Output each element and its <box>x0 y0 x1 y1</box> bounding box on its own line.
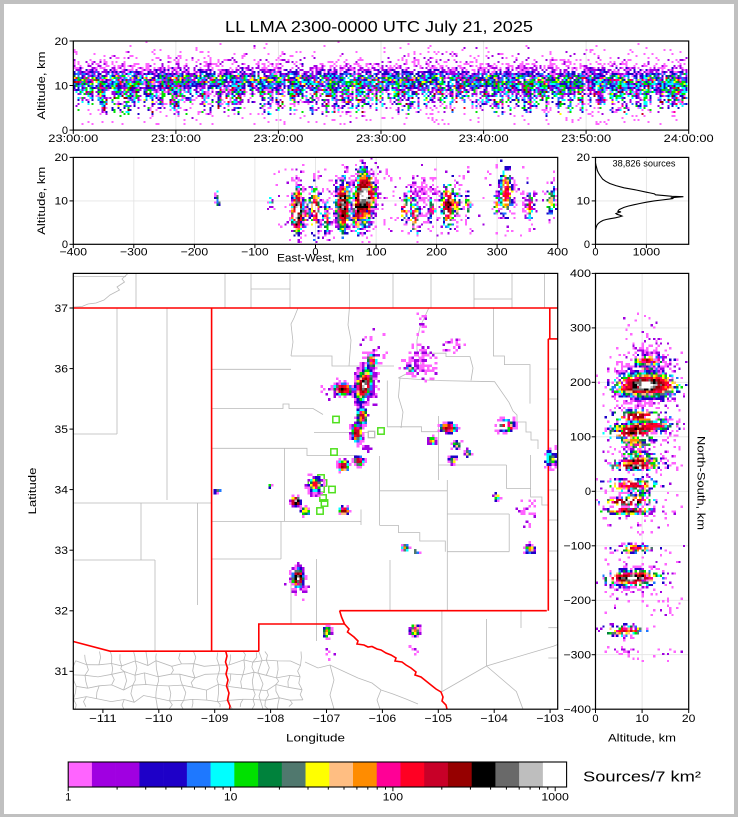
svg-text:20: 20 <box>55 152 69 164</box>
svg-text:34: 34 <box>55 484 69 496</box>
svg-text:−107: −107 <box>313 713 341 725</box>
svg-text:LL LMA 2300-0000 UTC July 21,: LL LMA 2300-0000 UTC July 21, 2025 <box>225 19 533 36</box>
svg-text:−111: −111 <box>89 713 117 725</box>
svg-text:Altitude, km: Altitude, km <box>608 733 676 745</box>
svg-text:20: 20 <box>682 713 696 725</box>
svg-text:−104: −104 <box>480 713 508 725</box>
svg-text:100: 100 <box>383 792 404 804</box>
svg-text:23:10:00: 23:10:00 <box>151 133 201 145</box>
svg-text:23:40:00: 23:40:00 <box>459 133 509 145</box>
svg-text:−400: −400 <box>564 704 592 716</box>
svg-text:North-South, km: North-South, km <box>695 436 707 530</box>
svg-text:−300: −300 <box>120 247 148 259</box>
svg-text:400: 400 <box>570 268 591 280</box>
svg-text:Sources/7 km²: Sources/7 km² <box>583 770 701 786</box>
svg-text:−300: −300 <box>564 650 592 662</box>
svg-text:38,826 sources: 38,826 sources <box>613 159 677 169</box>
svg-text:−110: −110 <box>145 713 173 725</box>
svg-text:23:20:00: 23:20:00 <box>253 133 303 145</box>
svg-text:20: 20 <box>55 36 69 48</box>
svg-text:0: 0 <box>592 713 598 725</box>
svg-text:23:30:00: 23:30:00 <box>356 133 406 145</box>
svg-text:35: 35 <box>55 424 69 436</box>
svg-text:Altitude, km: Altitude, km <box>36 167 48 235</box>
svg-text:−103: −103 <box>536 713 564 725</box>
svg-text:10: 10 <box>577 196 591 208</box>
svg-text:31: 31 <box>55 666 69 678</box>
svg-text:−100: −100 <box>564 541 592 553</box>
svg-text:0: 0 <box>584 239 590 251</box>
svg-text:East-West, km: East-West, km <box>277 253 354 265</box>
svg-text:300: 300 <box>487 247 508 259</box>
svg-text:Altitude, km: Altitude, km <box>36 51 48 119</box>
svg-text:0: 0 <box>62 125 68 137</box>
svg-text:−105: −105 <box>425 713 453 725</box>
svg-text:1: 1 <box>65 792 71 804</box>
svg-text:100: 100 <box>570 432 591 444</box>
svg-text:1000: 1000 <box>541 792 569 804</box>
svg-text:−400: −400 <box>60 247 88 259</box>
svg-text:200: 200 <box>570 377 591 389</box>
svg-text:−200: −200 <box>564 595 592 607</box>
svg-text:10: 10 <box>224 792 238 804</box>
svg-text:33: 33 <box>55 545 69 557</box>
svg-text:−109: −109 <box>201 713 229 725</box>
svg-text:32: 32 <box>55 606 69 618</box>
svg-text:20: 20 <box>577 152 591 164</box>
svg-text:23:00:00: 23:00:00 <box>48 133 98 145</box>
svg-text:100: 100 <box>366 247 387 259</box>
svg-text:400: 400 <box>547 247 568 259</box>
svg-text:36: 36 <box>55 363 69 375</box>
svg-text:0: 0 <box>312 247 318 259</box>
svg-text:−100: −100 <box>241 247 269 259</box>
svg-text:23:50:00: 23:50:00 <box>561 133 611 145</box>
svg-text:0: 0 <box>62 239 68 251</box>
svg-text:10: 10 <box>55 80 69 92</box>
svg-text:0: 0 <box>585 486 591 498</box>
svg-text:24:00:00: 24:00:00 <box>664 133 714 145</box>
svg-text:37: 37 <box>55 303 69 315</box>
svg-text:200: 200 <box>426 247 447 259</box>
svg-text:1000: 1000 <box>633 247 661 259</box>
svg-text:10: 10 <box>635 713 649 725</box>
svg-text:0: 0 <box>592 247 598 259</box>
svg-text:10: 10 <box>55 196 69 208</box>
svg-text:−106: −106 <box>369 713 397 725</box>
svg-text:Longitude: Longitude <box>286 733 345 745</box>
svg-text:300: 300 <box>570 323 591 335</box>
svg-text:−200: −200 <box>181 247 209 259</box>
svg-text:Latitude: Latitude <box>27 468 39 515</box>
svg-text:−108: −108 <box>257 713 285 725</box>
